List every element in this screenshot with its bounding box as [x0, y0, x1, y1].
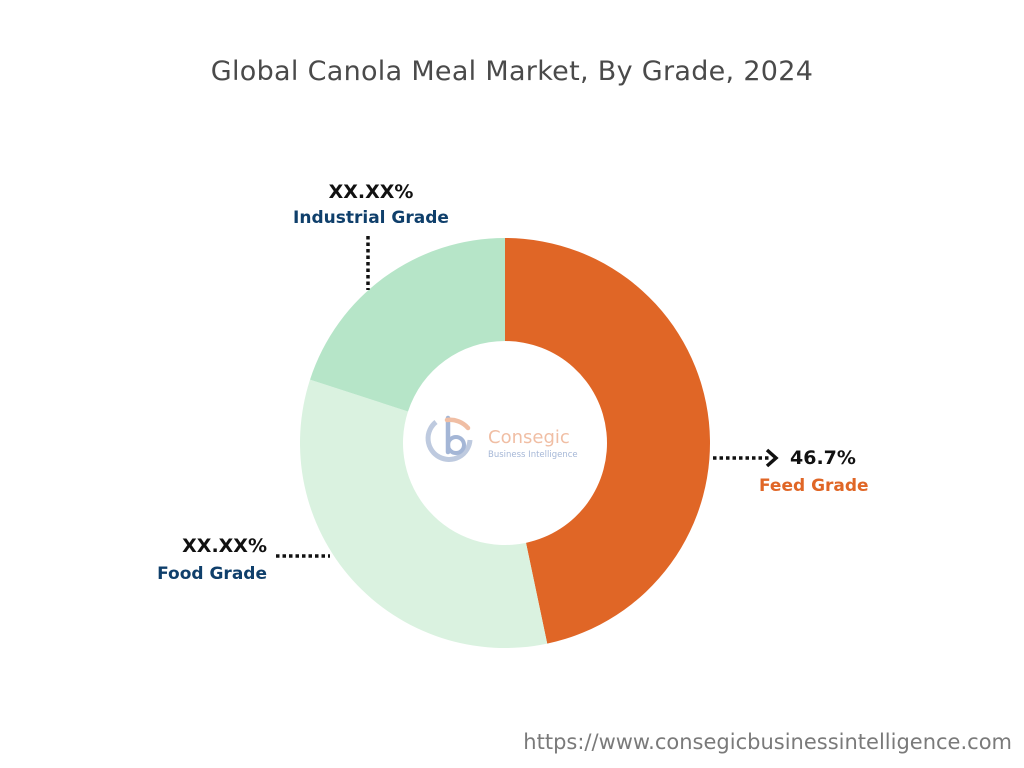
category-label-industrial-grade: Industrial Grade — [293, 208, 449, 228]
slice-feed-grade[interactable] — [505, 238, 710, 644]
logo-tagline: Business Intelligence — [488, 450, 578, 460]
slice-food-grade[interactable] — [300, 379, 548, 648]
data-label-industrial-grade: XX.XX% — [329, 181, 414, 203]
leader-arrow-icon — [765, 448, 779, 468]
slice-industrial-grade[interactable] — [310, 238, 505, 412]
chart-title: Global Canola Meal Market, By Grade, 202… — [210, 56, 814, 87]
logo-brand-name: Consegic — [488, 427, 570, 448]
category-label-food-grade: Food Grade — [157, 564, 267, 584]
category-label-feed-grade: Feed Grade — [759, 476, 869, 496]
website-url[interactable]: https://www.consegicbusinessintelligence… — [523, 730, 1012, 754]
consegic-logo-icon — [425, 415, 473, 462]
consegic-logo: Consegic Business Intelligence — [425, 415, 578, 462]
data-label-food-grade: XX.XX% — [182, 535, 267, 557]
data-label-feed-grade: 46.7% — [790, 447, 856, 469]
